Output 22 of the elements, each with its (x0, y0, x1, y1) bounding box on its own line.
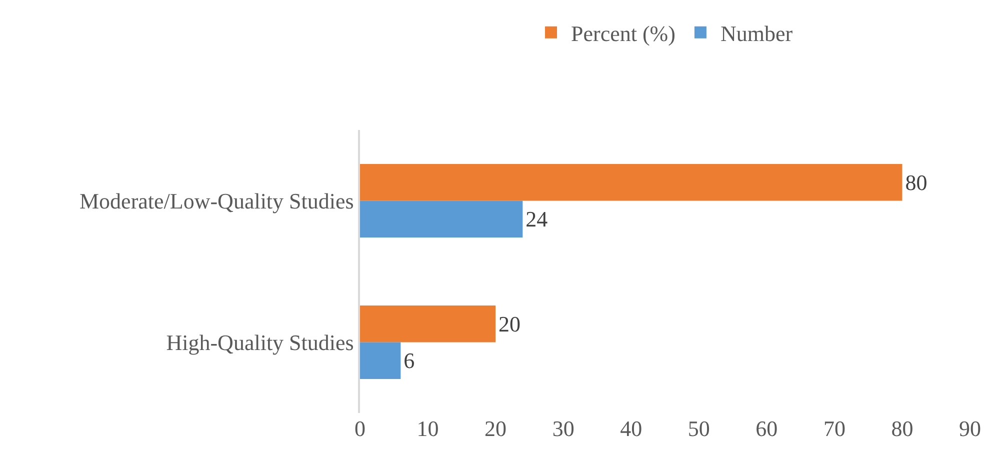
y-tick-label: High-Quality Studies (166, 330, 354, 355)
x-tick-label: 90 (959, 416, 981, 441)
bar (360, 342, 401, 380)
x-tick-label: 10 (416, 416, 439, 441)
data-label: 24 (526, 206, 548, 232)
x-tick-label: 60 (756, 416, 778, 441)
data-label: 80 (905, 170, 928, 195)
x-tick-label: 50 (688, 416, 710, 441)
data-label: 6 (404, 348, 415, 374)
y-tick-label: Moderate/Low-Quality Studies (80, 188, 354, 214)
x-tick-label: 30 (552, 416, 574, 441)
x-tick-label: 0 (354, 416, 366, 441)
bar (360, 164, 902, 201)
data-label: 20 (498, 311, 521, 336)
bar (360, 200, 523, 238)
x-tick-label: 70 (823, 416, 846, 441)
x-tick-label: 20 (484, 416, 507, 441)
legend-label: Percent (%) (571, 20, 676, 46)
x-tick-label: 40 (620, 416, 642, 441)
bar (360, 305, 496, 342)
legend-label: Number (720, 20, 794, 46)
x-tick-label: 80 (891, 416, 914, 441)
